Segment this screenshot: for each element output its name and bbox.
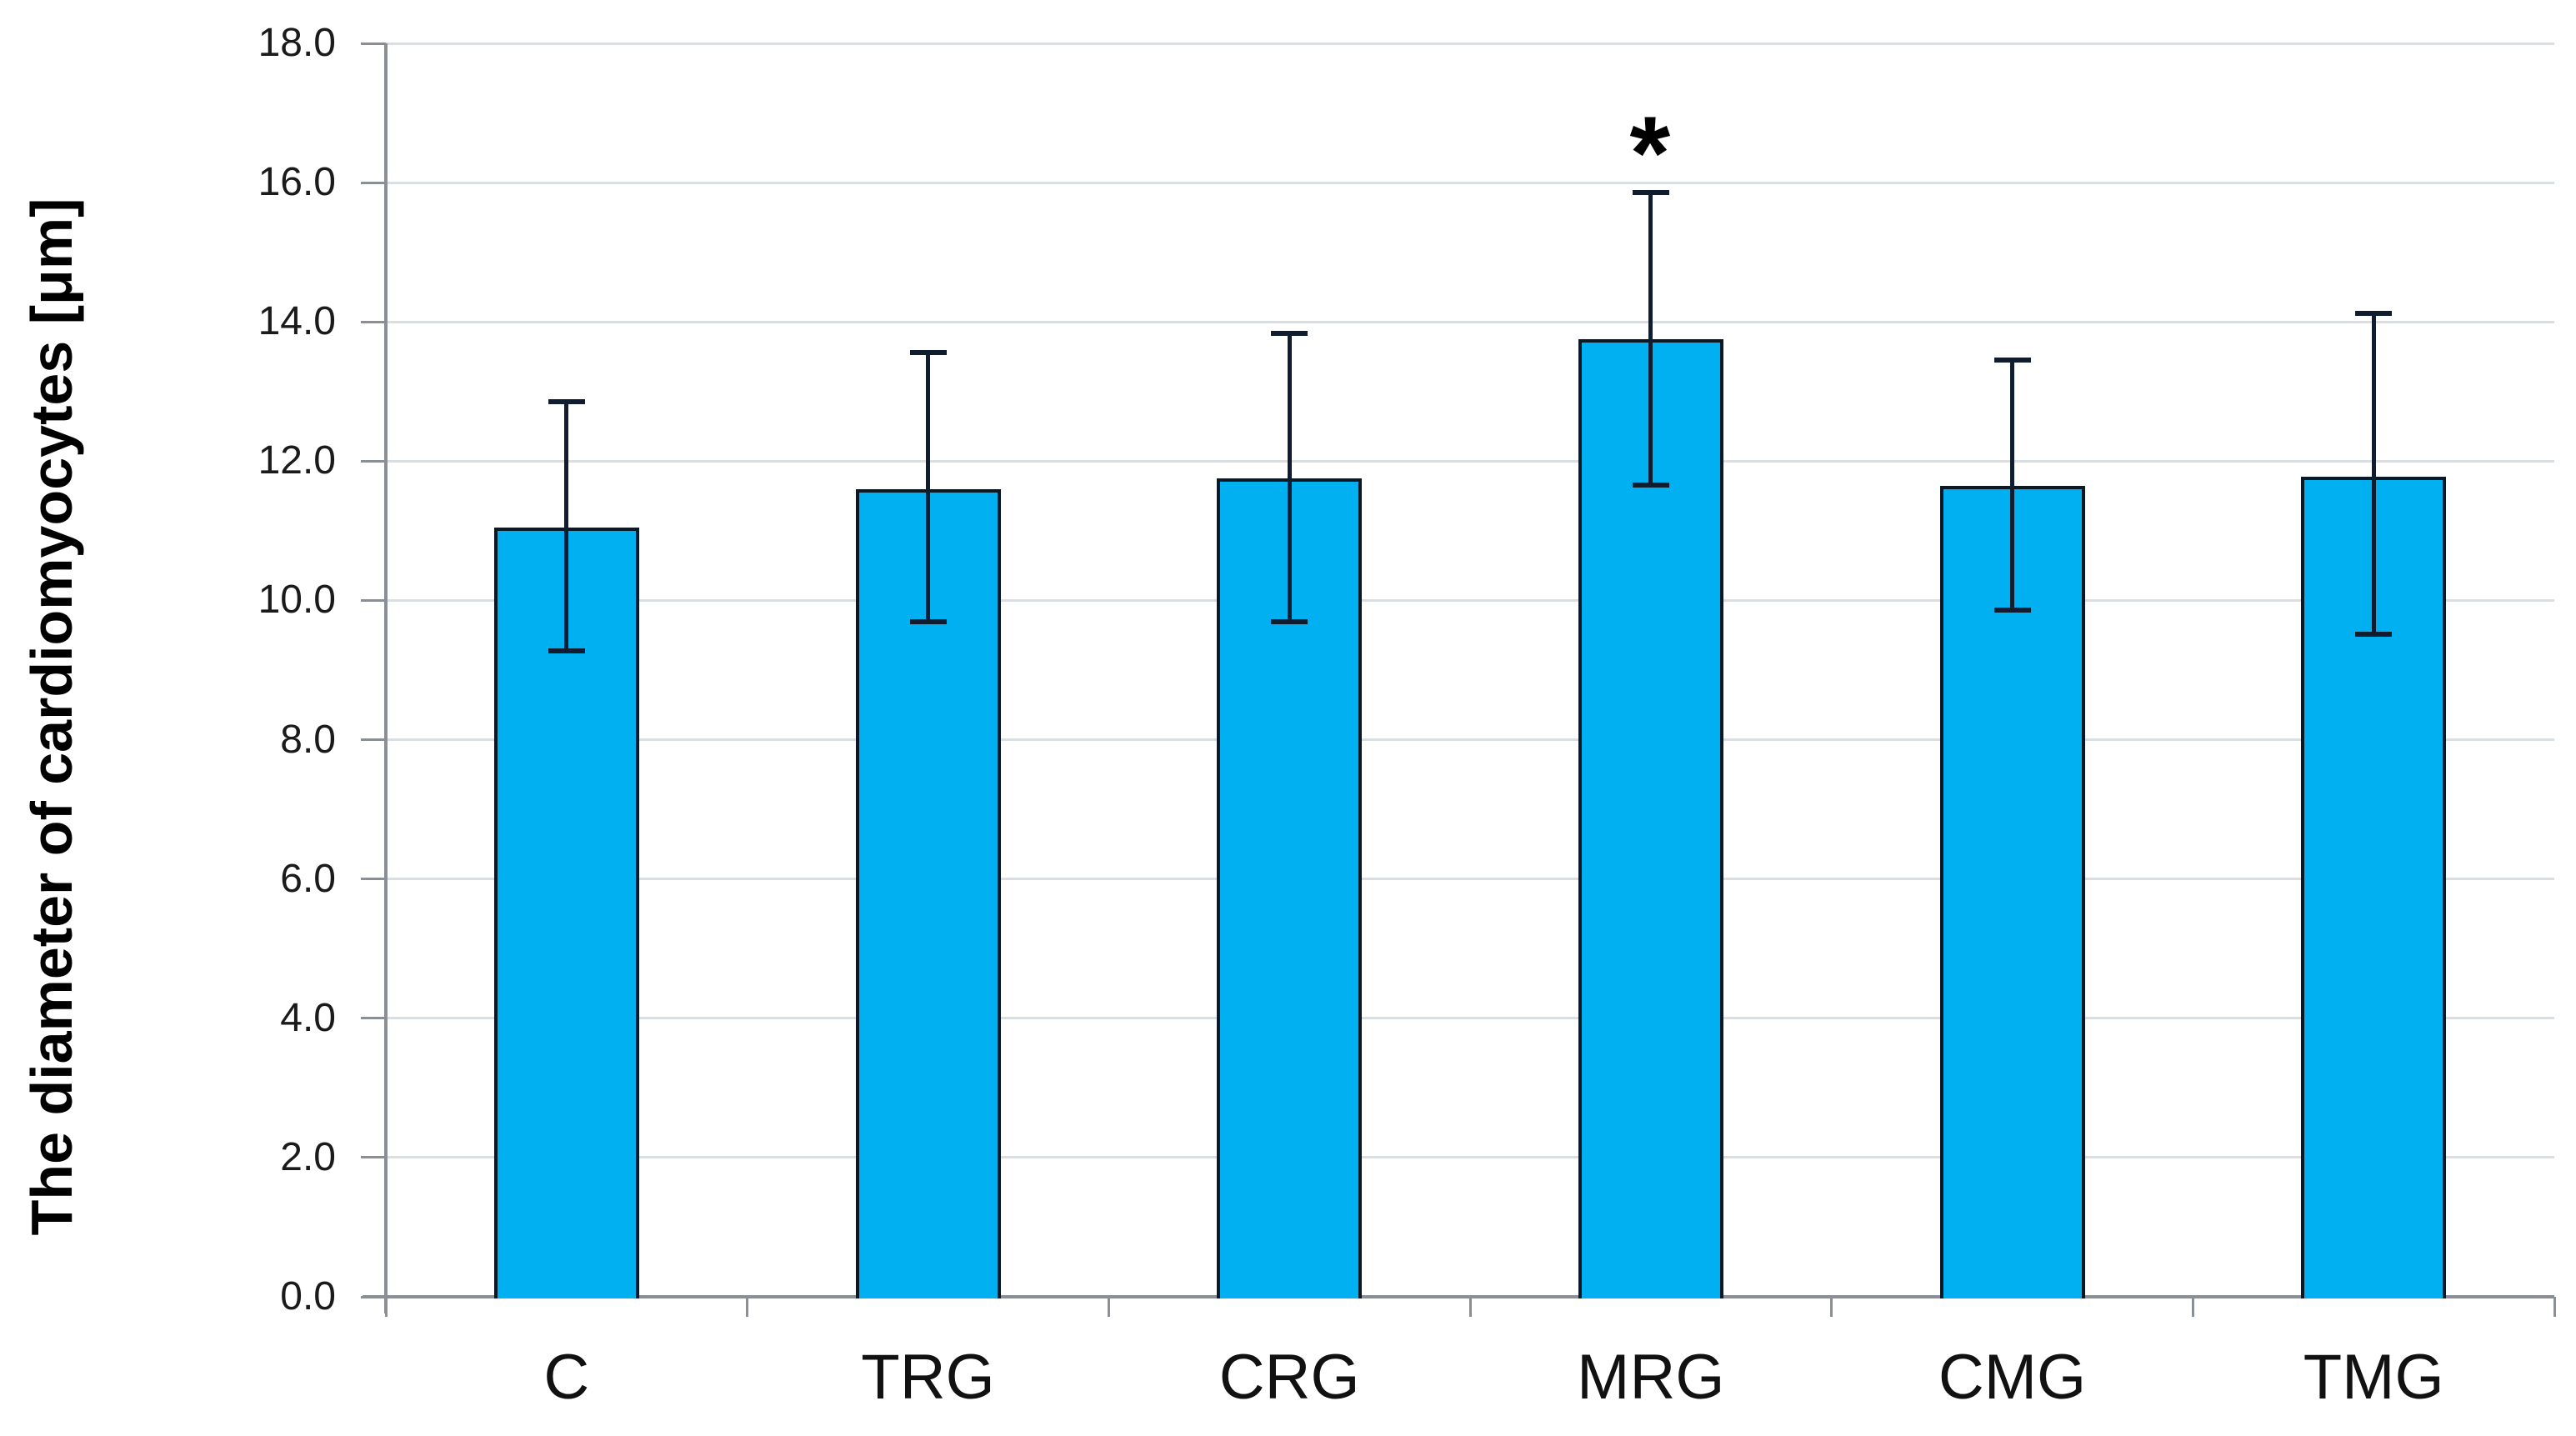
y-axis-title: The diameter of cardiomyocytes [μm] <box>19 198 84 1236</box>
error-bar-cap-top-CRG <box>1271 331 1308 337</box>
gridline-8 <box>386 738 2554 742</box>
error-bar-cap-top-TRG <box>909 349 947 355</box>
error-bar-cap-top-TMG <box>2355 311 2393 317</box>
bar-CMG <box>1939 485 2085 1298</box>
error-bar-cap-bottom-TMG <box>2355 632 2393 638</box>
error-bar-cap-bottom-CRG <box>1271 619 1308 625</box>
bar-C <box>493 527 639 1298</box>
x-tick-2 <box>1107 1297 1110 1317</box>
x-tick-6 <box>2553 1297 2556 1317</box>
y-tick-label-12.0: 12.0 <box>258 438 336 483</box>
error-bar-cap-bottom-CMG <box>1993 608 2031 613</box>
error-bar-line-TMG <box>2371 313 2376 635</box>
gridline-14 <box>386 320 2554 323</box>
gridline-2 <box>386 1156 2554 1159</box>
y-tick-12.0 <box>361 459 386 463</box>
bar-MRG <box>1578 339 1723 1298</box>
x-tick-4 <box>1830 1297 1833 1317</box>
x-category-label-CMG: CMG <box>1938 1342 2087 1413</box>
y-tick-2.0 <box>361 1156 386 1159</box>
error-bar-cap-top-C <box>548 399 585 405</box>
x-category-label-MRG: MRG <box>1577 1342 1725 1413</box>
y-axis-line <box>384 43 388 1313</box>
error-bar-cap-bottom-MRG <box>1632 482 1669 488</box>
y-tick-label-16.0: 16.0 <box>258 160 336 205</box>
x-tick-1 <box>746 1297 749 1317</box>
x-category-label-C: C <box>543 1342 590 1413</box>
y-tick-8.0 <box>361 738 386 742</box>
gridline-18 <box>386 42 2554 45</box>
y-tick-label-8.0: 8.0 <box>280 717 336 762</box>
y-tick-label-4.0: 4.0 <box>280 995 336 1040</box>
y-tick-label-2.0: 2.0 <box>280 1134 336 1179</box>
error-bar-line-MRG <box>1648 192 1653 485</box>
x-tick-0 <box>384 1297 388 1317</box>
gridline-12 <box>386 459 2554 463</box>
y-tick-16.0 <box>361 181 386 184</box>
error-bar-line-CRG <box>1287 333 1292 623</box>
bar-TRG <box>855 488 1001 1298</box>
significance-asterisk: * <box>1629 96 1671 212</box>
x-tick-5 <box>2191 1297 2194 1317</box>
error-bar-cap-top-MRG <box>1632 189 1669 195</box>
gridline-10 <box>386 598 2554 602</box>
y-tick-label-10.0: 10.0 <box>258 578 336 623</box>
y-tick-4.0 <box>361 1017 386 1020</box>
gridline-4 <box>386 1017 2554 1020</box>
gridline-16 <box>386 181 2554 184</box>
x-category-label-CRG: CRG <box>1218 1342 1360 1413</box>
y-tick-label-6.0: 6.0 <box>280 856 336 901</box>
error-bar-cap-bottom-C <box>548 648 585 654</box>
x-category-label-TRG: TRG <box>861 1342 995 1413</box>
error-bar-cap-top-CMG <box>1993 358 2031 363</box>
y-tick-10.0 <box>361 598 386 602</box>
y-tick-18.0 <box>361 42 386 45</box>
x-axis-line <box>363 1295 2554 1298</box>
y-tick-14.0 <box>361 320 386 323</box>
error-bar-line-CMG <box>2010 360 2014 611</box>
error-bar-line-C <box>564 402 569 652</box>
y-tick-label-0.0: 0.0 <box>280 1274 336 1318</box>
x-tick-3 <box>1468 1297 1472 1317</box>
y-tick-label-18.0: 18.0 <box>258 21 336 65</box>
y-tick-label-14.0: 14.0 <box>258 299 336 344</box>
error-bar-line-TRG <box>926 352 930 622</box>
y-tick-6.0 <box>361 878 386 881</box>
error-bar-cap-bottom-TRG <box>909 618 947 624</box>
x-category-label-TMG: TMG <box>2303 1342 2444 1413</box>
gridline-6 <box>386 878 2554 881</box>
